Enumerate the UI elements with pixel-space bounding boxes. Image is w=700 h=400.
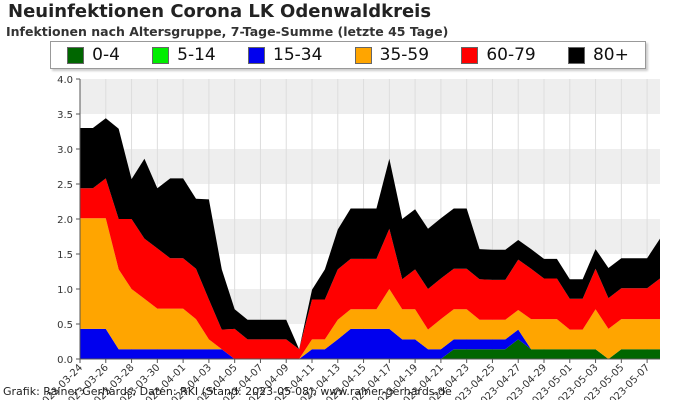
- area-series-35-59: [80, 218, 660, 359]
- legend-label: 60-79: [486, 45, 536, 65]
- y-tick-label: 3.0: [57, 145, 73, 156]
- credit-text: Grafik: Rainer Gerhards, Daten: RKI (Sta…: [3, 385, 452, 398]
- y-tick-label: 0.5: [57, 320, 73, 331]
- legend: 0-4 5-14 15-34 35-59 60-79 80+: [50, 41, 646, 69]
- area-layers: [80, 118, 660, 359]
- grid-band: [80, 149, 660, 184]
- area-series-0-4: [80, 339, 660, 359]
- y-tick-label: 2.5: [57, 180, 73, 191]
- legend-swatch: [152, 46, 170, 64]
- legend-item: 35-59: [354, 45, 430, 65]
- y-tick-label: 3.5: [57, 110, 73, 121]
- chart-title: Neuinfektionen Corona LK Odenwaldkreis: [8, 1, 432, 22]
- legend-item: 0-4: [67, 45, 120, 65]
- area-series-60-79: [80, 178, 660, 359]
- y-tick-label: 1.5: [57, 250, 73, 261]
- legend-label: 5-14: [177, 45, 216, 65]
- legend-label: 80+: [592, 45, 629, 65]
- legend-swatch: [248, 46, 265, 64]
- y-tick-label: 4.0: [57, 75, 73, 86]
- legend-label: 0-4: [92, 45, 120, 65]
- grid-band: [80, 79, 660, 114]
- legend-swatch: [461, 46, 479, 64]
- y-tick-label: 2.0: [57, 215, 73, 226]
- grid-band: [80, 114, 660, 149]
- legend-item: 15-34: [248, 45, 322, 65]
- legend-swatch: [354, 46, 372, 64]
- legend-item: 80+: [567, 45, 629, 65]
- legend-label: 15-34: [273, 45, 323, 65]
- legend-item: 5-14: [152, 45, 216, 65]
- area-series-15-34: [80, 328, 660, 359]
- chart-subtitle: Infektionen nach Altersgruppe, 7-Tage-Su…: [6, 24, 449, 39]
- legend-item: 60-79: [461, 45, 536, 65]
- legend-label: 35-59: [379, 45, 430, 65]
- legend-swatch: [67, 46, 85, 64]
- y-tick-label: 0.0: [57, 355, 73, 366]
- area-series-80+: [80, 118, 660, 350]
- y-tick-label: 1.0: [57, 285, 73, 296]
- legend-swatch: [567, 46, 585, 64]
